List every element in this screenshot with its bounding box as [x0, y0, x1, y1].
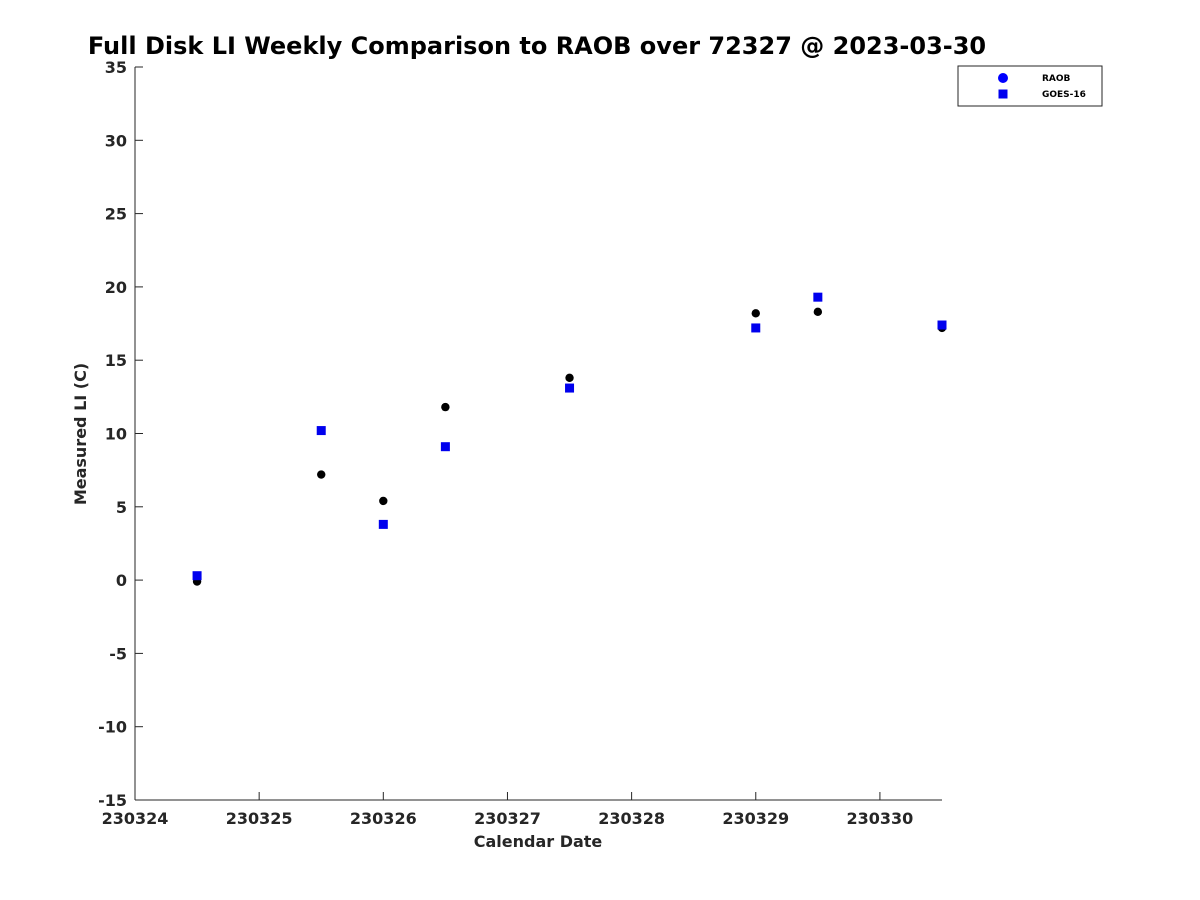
goes16-point — [565, 383, 575, 393]
legend-raob-marker — [998, 73, 1008, 83]
goes16-point — [316, 426, 326, 436]
legend: RAOB GOES-16 — [957, 65, 1103, 107]
goes16-point — [440, 442, 450, 452]
goes16-point — [751, 323, 761, 333]
y-tick-label: -10 — [98, 718, 127, 737]
raob-point — [565, 373, 574, 382]
goes16-point — [378, 519, 388, 529]
x-tick-label: 230330 — [847, 809, 914, 828]
series-raob-points — [192, 307, 947, 586]
raob-point — [751, 309, 760, 318]
x-tick-label: 230325 — [226, 809, 293, 828]
x-tick-label: 230326 — [350, 809, 417, 828]
y-tick-label: 5 — [116, 498, 127, 517]
y-tick-label: -15 — [98, 791, 127, 810]
y-tick-label: 0 — [116, 571, 127, 590]
x-axis-label: Calendar Date — [474, 832, 603, 851]
x-tick-label: 230324 — [102, 809, 169, 828]
y-tick-label: 15 — [105, 351, 127, 370]
legend-goes16-marker — [998, 89, 1008, 99]
x-axis-ticks: 230324 230325 230326 230327 230328 230329 2303… — [102, 792, 914, 828]
goes16-point — [813, 292, 823, 302]
y-tick-label: 35 — [105, 58, 127, 77]
raob-point — [813, 307, 823, 317]
y-tick-label: 25 — [105, 205, 127, 224]
goes16-point — [192, 571, 202, 581]
chart-title: Full Disk LI Weekly Comparison to RAOB o… — [88, 32, 986, 60]
goes16-point — [937, 320, 947, 330]
legend-goes16-label: GOES-16 — [1042, 90, 1086, 100]
x-tick-label: 230329 — [722, 809, 789, 828]
y-tick-label: 20 — [105, 278, 127, 297]
x-tick-label: 230328 — [598, 809, 665, 828]
raob-point — [379, 496, 388, 506]
y-tick-label: 30 — [105, 131, 127, 150]
y-tick-label: -5 — [109, 644, 127, 663]
y-tick-label: 10 — [105, 425, 127, 444]
raob-point — [317, 470, 326, 479]
legend-box — [957, 65, 1103, 107]
y-axis-label: Measured LI (C) — [71, 363, 90, 505]
series-goes16-points — [192, 292, 947, 581]
x-tick-label: 230327 — [474, 809, 541, 828]
y-axis-ticks: 35 30 25 20 15 10 5 0 -5 -10 -15 — [98, 58, 143, 810]
legend-raob-label: RAOB — [1042, 74, 1071, 84]
raob-point — [441, 402, 450, 412]
